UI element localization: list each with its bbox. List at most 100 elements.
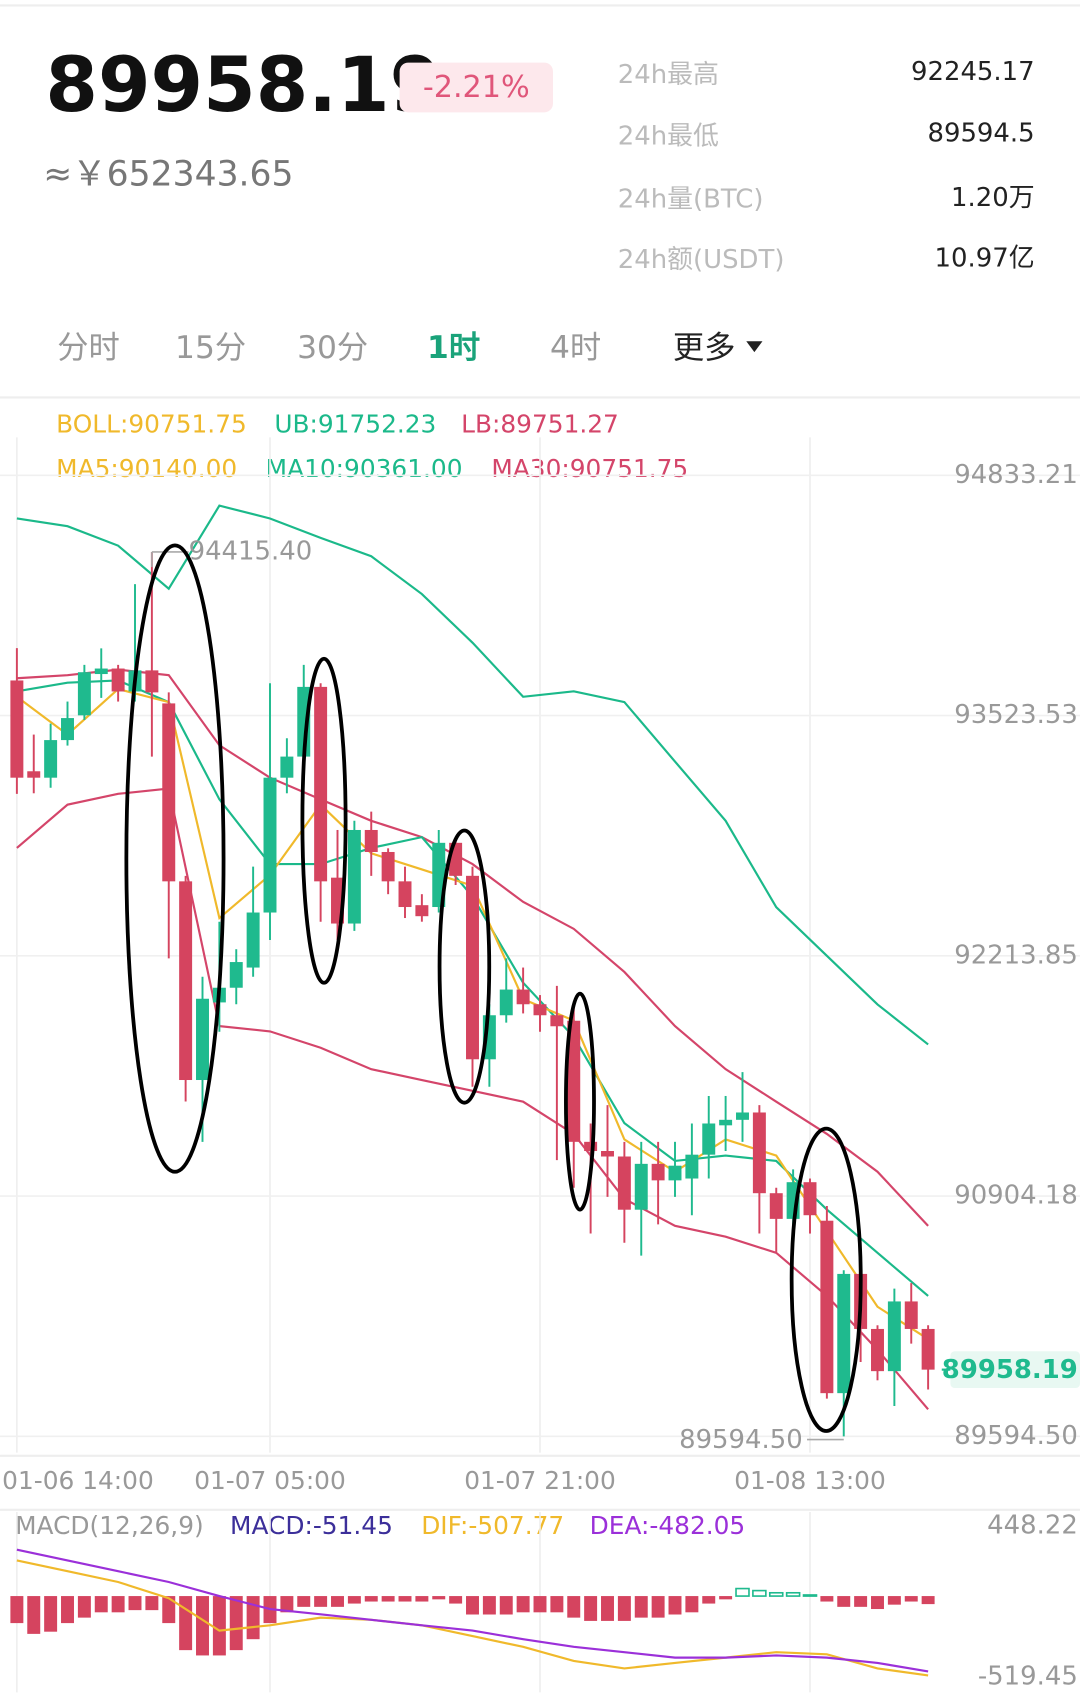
legend-item: MACD:-51.45 <box>230 1511 393 1540</box>
candle-body <box>364 829 378 852</box>
legend-item: BOLL:90751.75 <box>56 410 247 439</box>
tab[interactable]: 分时 <box>57 330 120 366</box>
macd-line <box>16 1548 929 1673</box>
macd-bar <box>196 1596 209 1656</box>
macd-bar <box>820 1596 834 1602</box>
last-price-box <box>950 1351 1080 1389</box>
macd-bar <box>668 1596 682 1615</box>
candle-body <box>685 1154 699 1179</box>
candle-body <box>44 740 58 778</box>
tab[interactable]: 30分 <box>297 330 368 366</box>
candle-body <box>887 1301 901 1372</box>
macd-bar <box>432 1596 446 1600</box>
macd-bar <box>719 1596 733 1600</box>
tab[interactable]: 15分 <box>175 330 246 366</box>
candle-body <box>280 756 294 778</box>
macd-bar <box>466 1596 479 1615</box>
macd-line <box>16 1559 929 1677</box>
macd-bar <box>735 1587 750 1597</box>
macd-bar <box>94 1596 108 1613</box>
tab[interactable]: 1时 <box>427 330 480 366</box>
annotation-ellipse <box>124 543 226 1174</box>
macd-bar <box>314 1596 328 1607</box>
macd-bar <box>111 1596 125 1613</box>
change: -2.21% <box>423 70 530 105</box>
macd-bar <box>854 1596 868 1607</box>
indicator-line <box>16 668 929 1227</box>
legend-item: MA30:90751.75 <box>491 454 688 483</box>
stat-label: 24h最高 <box>618 60 719 90</box>
low-label: 89594.50 <box>679 1425 803 1455</box>
tab[interactable]: 4时 <box>550 330 601 366</box>
macd-bar <box>533 1596 547 1613</box>
candle-body <box>567 1020 581 1142</box>
macd-bar <box>904 1596 918 1602</box>
macd-bar <box>634 1596 648 1618</box>
macd-bar <box>921 1596 935 1605</box>
macd-bar <box>77 1596 91 1618</box>
stat-value: 89594.5 <box>927 118 1034 148</box>
macd-bar <box>280 1596 294 1613</box>
stat-value: 10.97亿 <box>935 244 1035 274</box>
macd-bar <box>331 1596 344 1607</box>
stat-value: 92245.17 <box>911 57 1035 87</box>
dropdown-arrow <box>746 341 763 353</box>
high-label: 94415.40 <box>189 536 313 566</box>
candle-body <box>837 1273 851 1394</box>
macd-bar <box>398 1596 412 1602</box>
candle-body <box>803 1182 817 1216</box>
candle-body <box>584 1141 598 1152</box>
y-tick-label: -519.45 <box>978 1662 1078 1692</box>
candle-body <box>871 1328 884 1372</box>
x-tick-label: 01-07 21:00 <box>464 1466 616 1495</box>
x-tick-label: 01-06 14:00 <box>2 1466 154 1495</box>
y-tick-label: 90904.18 <box>954 1181 1078 1211</box>
candle-body <box>94 668 108 675</box>
cny-price: ≈￥652343.65 <box>43 155 293 195</box>
legend-item: UB:91752.23 <box>274 410 436 439</box>
candle-body <box>820 1220 834 1394</box>
candle-body <box>246 912 260 968</box>
legend-item: DEA:-482.05 <box>590 1511 746 1540</box>
candle-body <box>769 1193 783 1219</box>
legend-item: MA10:90361.00 <box>266 454 463 483</box>
y-tick-label: 93523.53 <box>954 700 1078 730</box>
candle-body <box>347 829 361 924</box>
macd-bar <box>516 1596 530 1613</box>
annotations <box>124 543 863 1433</box>
legend-item: MA5:90140.00 <box>56 454 237 483</box>
candle-body <box>145 670 159 693</box>
macd-bar <box>752 1589 767 1597</box>
stat-label: 24h最低 <box>618 122 719 152</box>
macd-bar <box>449 1596 463 1604</box>
macd-bar <box>651 1596 665 1618</box>
candle-body <box>516 989 530 1005</box>
macd-bar <box>837 1596 851 1607</box>
macd-bar <box>212 1596 226 1656</box>
tab[interactable]: 更多 <box>673 330 736 366</box>
candle-body <box>499 989 513 1016</box>
annotation-ellipse <box>300 656 348 985</box>
x-tick-label: 01-08 13:00 <box>734 1466 886 1495</box>
x-tick-label: 01-07 05:00 <box>194 1466 346 1495</box>
candle-body <box>196 998 209 1081</box>
candle-body <box>314 686 328 882</box>
annotation-ellipse <box>564 991 596 1212</box>
macd-bar <box>364 1596 378 1602</box>
macd-bar <box>584 1596 598 1621</box>
macd-bar <box>802 1594 818 1597</box>
candle-body <box>111 668 125 692</box>
macd-bar <box>550 1596 564 1613</box>
stat-label: 24h量(BTC) <box>618 184 764 214</box>
candle-body <box>736 1112 749 1120</box>
y-tick-label: 89594.50 <box>954 1421 1078 1451</box>
macd-bar <box>381 1596 395 1602</box>
candle-body <box>27 771 41 778</box>
candle-body <box>415 905 429 917</box>
macd-bar <box>499 1596 513 1615</box>
stat-value: 1.20万 <box>951 183 1035 213</box>
y-tick-label: 92213.85 <box>954 940 1078 970</box>
candle-body <box>162 703 176 882</box>
